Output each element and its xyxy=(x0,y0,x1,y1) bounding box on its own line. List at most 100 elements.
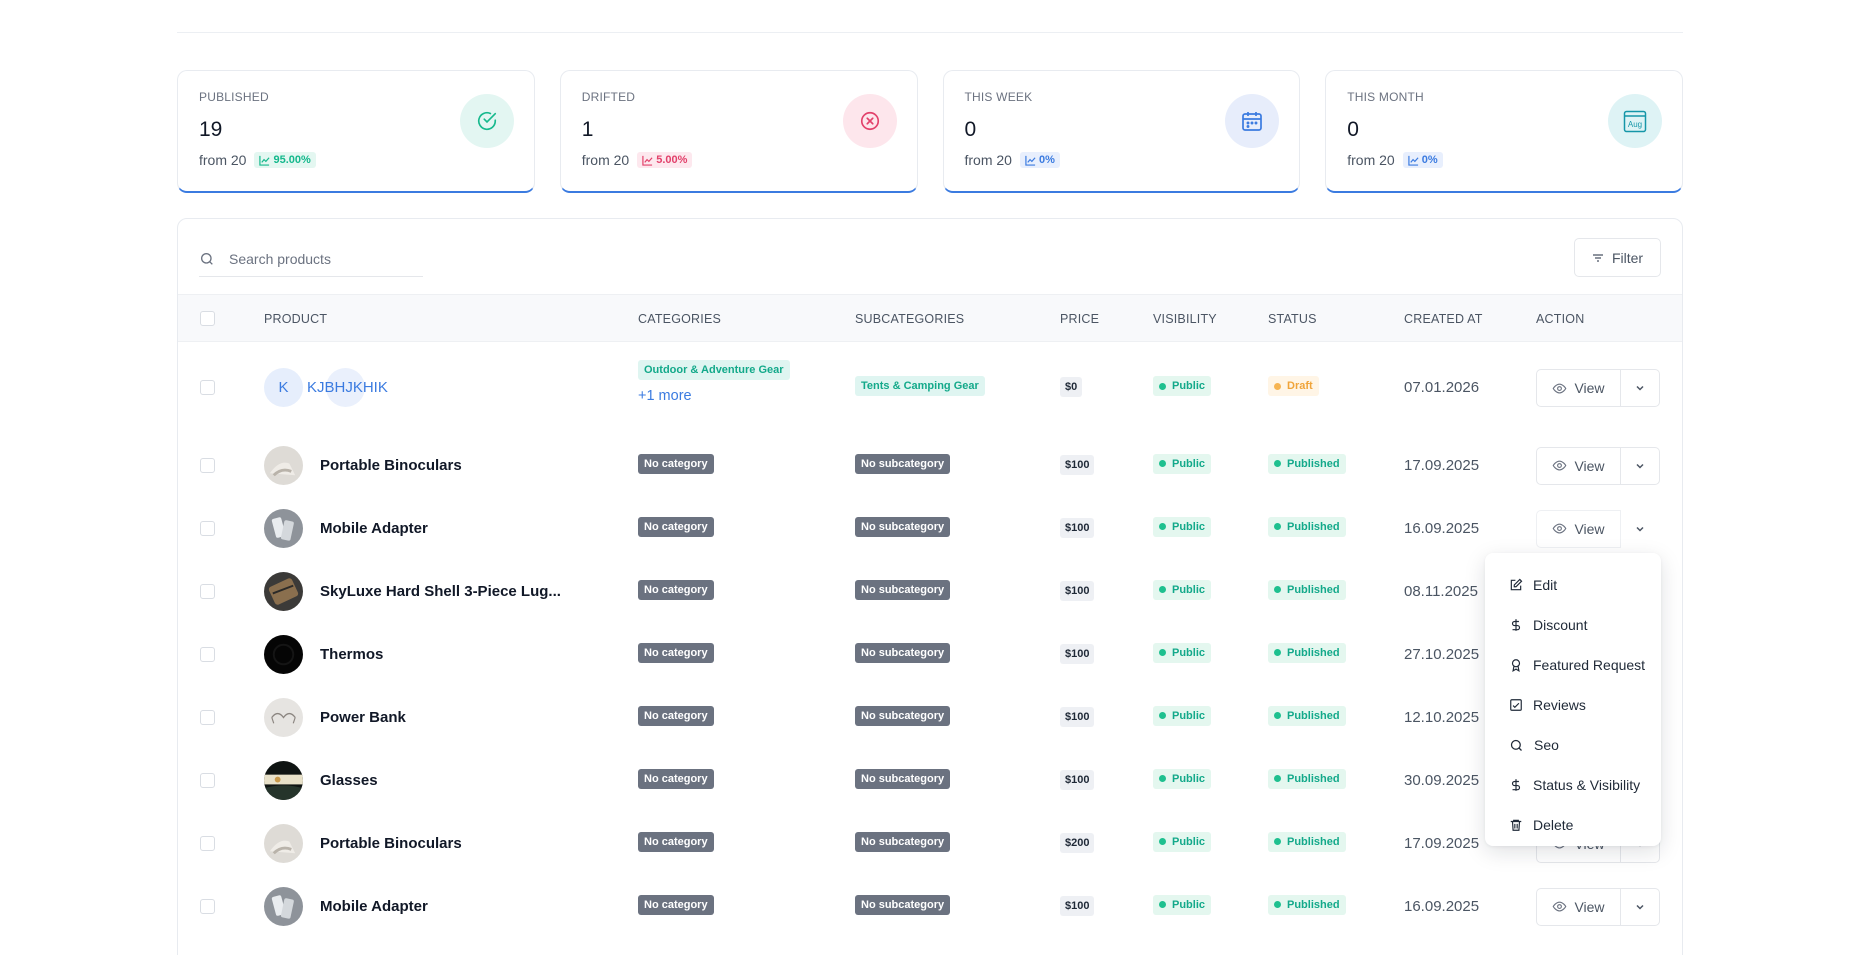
table-row[interactable]: Mobile Adapter No category No subcategor… xyxy=(178,497,1682,560)
action-dropdown-toggle[interactable] xyxy=(1621,369,1660,407)
status-badge: Published xyxy=(1268,579,1346,600)
product-name[interactable]: Mobile Adapter xyxy=(320,897,428,915)
row-checkbox[interactable] xyxy=(200,457,215,473)
menu-item-delete[interactable]: Delete xyxy=(1485,805,1661,845)
subcategory-tag: No subcategory xyxy=(855,516,951,537)
price-cell: $100 xyxy=(1060,517,1095,538)
menu-item-reviews[interactable]: Reviews xyxy=(1485,685,1661,725)
menu-item-featured-request[interactable]: Featured Request xyxy=(1485,645,1661,685)
row-checkbox[interactable] xyxy=(200,583,215,599)
visibility-cell: Public xyxy=(1153,579,1212,600)
row-checkbox[interactable] xyxy=(200,646,215,662)
view-button[interactable]: View xyxy=(1536,446,1621,485)
category-tag: No category xyxy=(638,642,714,663)
column-header-visibility[interactable]: VISIBILITY xyxy=(1153,312,1217,326)
visibility-cell: Public xyxy=(1153,831,1212,852)
row-checkbox[interactable] xyxy=(200,520,215,536)
table-row[interactable]: Portable Binoculars No category No subca… xyxy=(178,812,1682,875)
product-thumbnail xyxy=(264,886,303,926)
product-cell[interactable]: SkyLuxe Hard Shell 3-Piece Lug... xyxy=(264,571,561,611)
more-categories-link[interactable]: +1 more xyxy=(638,388,692,404)
column-header-product[interactable]: PRODUCT xyxy=(264,312,328,326)
action-dropdown-toggle[interactable] xyxy=(1621,887,1660,926)
stat-value: 19 xyxy=(199,118,223,141)
product-name[interactable]: Thermos xyxy=(320,645,384,663)
table-row[interactable]: Thermos No category No subcategory $100 … xyxy=(178,623,1682,686)
view-button[interactable]: View xyxy=(1536,887,1621,926)
status-dot-icon xyxy=(1274,586,1281,593)
product-cell[interactable]: Thermos xyxy=(264,634,384,674)
product-name[interactable]: SkyLuxe Hard Shell 3-Piece Lug... xyxy=(320,582,561,600)
stat-value: 1 xyxy=(581,118,594,141)
search-input[interactable] xyxy=(229,250,419,267)
product-name[interactable]: Portable Binoculars xyxy=(320,834,462,852)
select-all-checkbox[interactable] xyxy=(200,311,215,326)
action-group: View xyxy=(1536,509,1660,548)
menu-item-seo[interactable]: Seo xyxy=(1485,725,1661,765)
dollar-icon xyxy=(1509,618,1523,632)
product-cell[interactable]: Portable Binoculars xyxy=(264,823,462,863)
created-at: 27.10.2025 xyxy=(1404,645,1480,663)
column-header-subcategories[interactable]: SUBCATEGORIES xyxy=(855,312,965,326)
category-tag: No category xyxy=(638,579,714,600)
product-name[interactable]: KJBHJKHIK xyxy=(307,379,388,396)
row-checkbox[interactable] xyxy=(200,898,215,914)
menu-item-discount[interactable]: Discount xyxy=(1485,605,1661,645)
subcategory-cell: No subcategory xyxy=(855,831,951,852)
product-name[interactable]: Power Bank xyxy=(320,708,406,726)
action-dropdown-toggle[interactable] xyxy=(1621,446,1660,485)
category-cell: No category xyxy=(638,831,714,852)
column-header-action[interactable]: ACTION xyxy=(1536,312,1585,326)
product-cell[interactable]: Portable Binoculars xyxy=(264,445,462,485)
menu-item-edit[interactable]: Edit xyxy=(1485,565,1661,605)
column-header-price[interactable]: PRICE xyxy=(1060,312,1100,326)
category-cell: No category xyxy=(638,516,714,537)
category-cell: No category xyxy=(638,579,714,600)
category-cell: No category xyxy=(638,453,714,474)
product-name[interactable]: Portable Binoculars xyxy=(320,456,462,474)
status-cell: Published xyxy=(1268,453,1346,474)
trash-icon xyxy=(1509,818,1523,832)
column-header-categories[interactable]: CATEGORIES xyxy=(638,312,722,326)
product-cell[interactable]: Mobile Adapter xyxy=(264,886,428,926)
table-row[interactable]: Glasses No category No subcategory $100 … xyxy=(178,749,1682,812)
view-button[interactable]: View xyxy=(1536,369,1621,407)
menu-item-status-visibility[interactable]: Status & Visibility xyxy=(1485,765,1661,805)
row-checkbox[interactable] xyxy=(200,709,215,725)
table-row[interactable]: K KJBHJKHIK Outdoor & Adventure Gear +1 … xyxy=(178,342,1682,434)
row-checkbox[interactable] xyxy=(200,772,215,788)
action-group: View xyxy=(1536,446,1660,485)
price-cell: $100 xyxy=(1060,454,1095,475)
chevron-down-icon xyxy=(1636,463,1644,469)
product-cell[interactable]: Glasses xyxy=(264,760,378,800)
visibility-cell: Public xyxy=(1153,894,1212,915)
product-name[interactable]: Mobile Adapter xyxy=(320,519,428,537)
product-cell[interactable]: Mobile Adapter xyxy=(264,508,428,548)
action-dropdown-toggle[interactable] xyxy=(1621,509,1660,548)
status-cell: Published xyxy=(1268,516,1346,537)
row-checkbox[interactable] xyxy=(200,380,215,395)
table-row[interactable]: Mobile Adapter No category No subcategor… xyxy=(178,875,1682,938)
table-row[interactable]: SkyLuxe Hard Shell 3-Piece Lug... No cat… xyxy=(178,560,1682,623)
subcategory-tag: No subcategory xyxy=(855,768,951,789)
visibility-badge: Public xyxy=(1153,831,1212,852)
product-name[interactable]: Glasses xyxy=(320,771,378,789)
product-cell[interactable]: Power Bank xyxy=(264,697,406,737)
view-button[interactable]: View xyxy=(1536,509,1621,548)
filter-button[interactable]: Filter xyxy=(1574,238,1661,277)
category-tag: No category xyxy=(638,705,714,726)
column-header-created-at[interactable]: CREATED AT xyxy=(1404,312,1483,326)
table-row[interactable]: Portable Binoculars No category No subca… xyxy=(178,434,1682,497)
avatar: K xyxy=(264,368,303,407)
stat-label: THIS MONTH xyxy=(1347,90,1424,104)
table-row[interactable]: Power Bank No category No subcategory $1… xyxy=(178,686,1682,749)
row-checkbox[interactable] xyxy=(200,835,215,851)
award-icon xyxy=(1509,658,1523,672)
subcategory-tag: No subcategory xyxy=(855,894,951,915)
product-cell[interactable]: K KJBHJKHIK xyxy=(264,368,401,407)
created-at: 12.10.2025 xyxy=(1404,708,1480,726)
chevron-down-icon xyxy=(1636,385,1644,391)
status-badge: Draft xyxy=(1268,376,1319,396)
status-dot-icon xyxy=(1274,775,1281,782)
column-header-status[interactable]: STATUS xyxy=(1268,312,1317,326)
